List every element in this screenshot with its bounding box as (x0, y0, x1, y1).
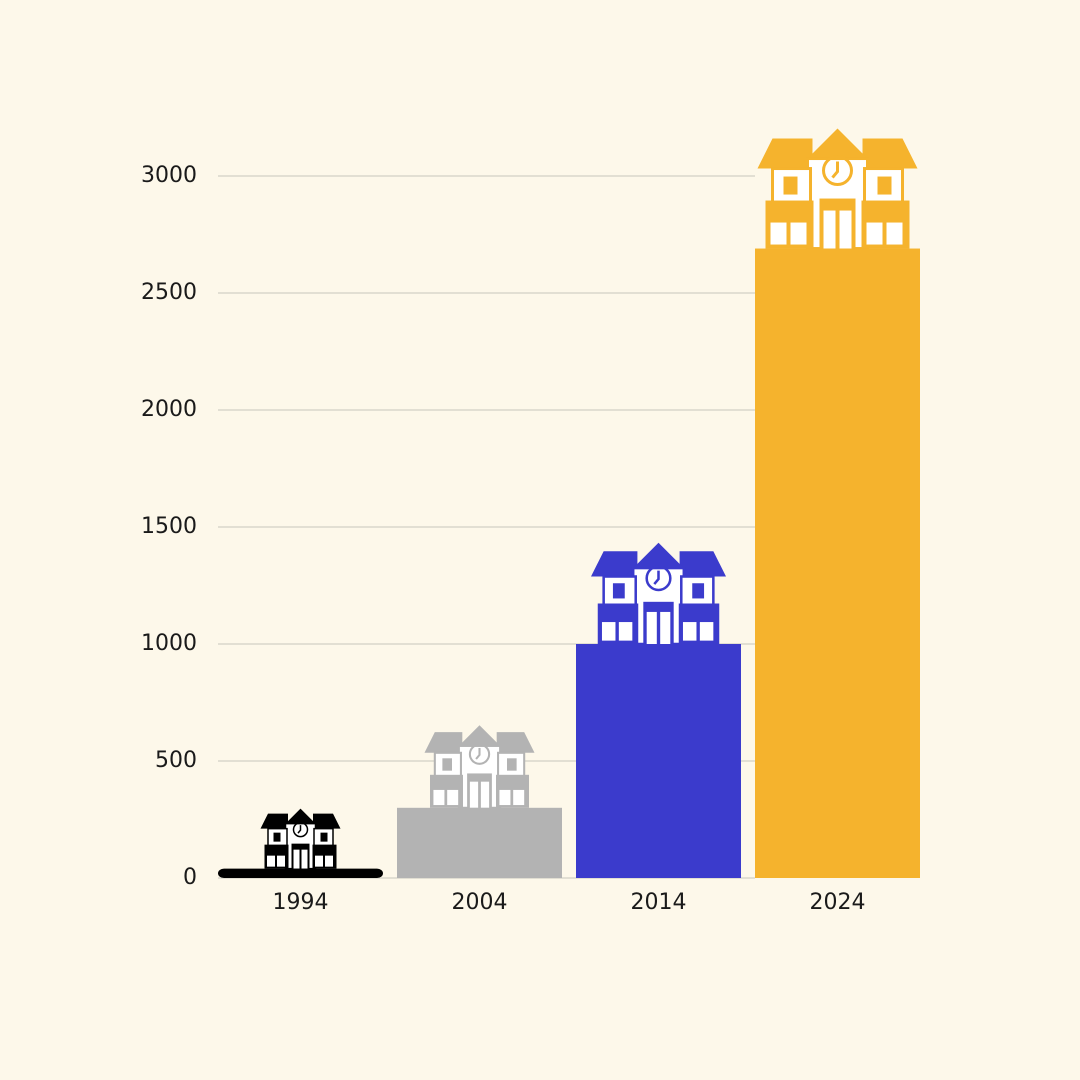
y-tick-label: 3000 (141, 163, 197, 188)
window (315, 855, 323, 867)
y-tick-label: 1500 (141, 514, 197, 539)
school-icon (260, 808, 341, 870)
window (699, 622, 714, 641)
roof (757, 138, 813, 169)
door (660, 611, 671, 644)
window (499, 789, 511, 806)
window (601, 622, 616, 641)
clock-hands (653, 570, 660, 585)
window (325, 855, 333, 867)
door (480, 781, 490, 808)
window (886, 222, 903, 245)
window (273, 832, 281, 842)
x-tick-label: 2004 (452, 890, 508, 915)
window (507, 758, 517, 771)
clock-hands (831, 161, 839, 179)
window (770, 222, 787, 245)
bar (397, 807, 562, 878)
door (293, 849, 300, 869)
roof (679, 551, 726, 577)
window (433, 789, 445, 806)
clock (292, 821, 309, 838)
school-icon (424, 725, 535, 809)
clock-hands (297, 825, 302, 834)
y-tick-label: 2000 (141, 397, 197, 422)
window (618, 622, 633, 641)
window (877, 176, 892, 195)
clock (468, 743, 491, 765)
window (682, 622, 697, 641)
window (513, 789, 525, 806)
window (790, 222, 807, 245)
roof (862, 138, 918, 169)
school-icon (591, 542, 726, 646)
window (267, 855, 275, 867)
door (469, 781, 479, 808)
x-tick-label: 2014 (631, 890, 687, 915)
window (612, 583, 625, 599)
bar (755, 248, 920, 879)
window (320, 832, 328, 842)
window (866, 222, 883, 245)
clock-hands (475, 747, 481, 760)
door (839, 210, 852, 249)
y-tick-label: 500 (155, 748, 197, 773)
wall (602, 575, 637, 607)
window (783, 176, 798, 195)
x-tick-label: 2024 (810, 890, 866, 915)
door (646, 611, 657, 644)
y-tick-label: 2500 (141, 280, 197, 305)
bar (576, 644, 741, 878)
roof (260, 813, 288, 829)
door (823, 210, 836, 249)
clock (822, 155, 853, 187)
door (301, 849, 308, 869)
window (277, 855, 285, 867)
window (442, 758, 452, 771)
y-tick-label: 0 (183, 865, 197, 890)
roof (313, 813, 341, 829)
school-icon (757, 128, 918, 251)
x-tick-label: 1994 (273, 890, 329, 915)
bar (218, 868, 383, 878)
window (447, 789, 459, 806)
y-tick-label: 1000 (141, 631, 197, 656)
roof (424, 732, 463, 753)
window (692, 583, 705, 599)
roof (591, 551, 638, 577)
clock (645, 565, 672, 592)
roof (496, 732, 535, 753)
